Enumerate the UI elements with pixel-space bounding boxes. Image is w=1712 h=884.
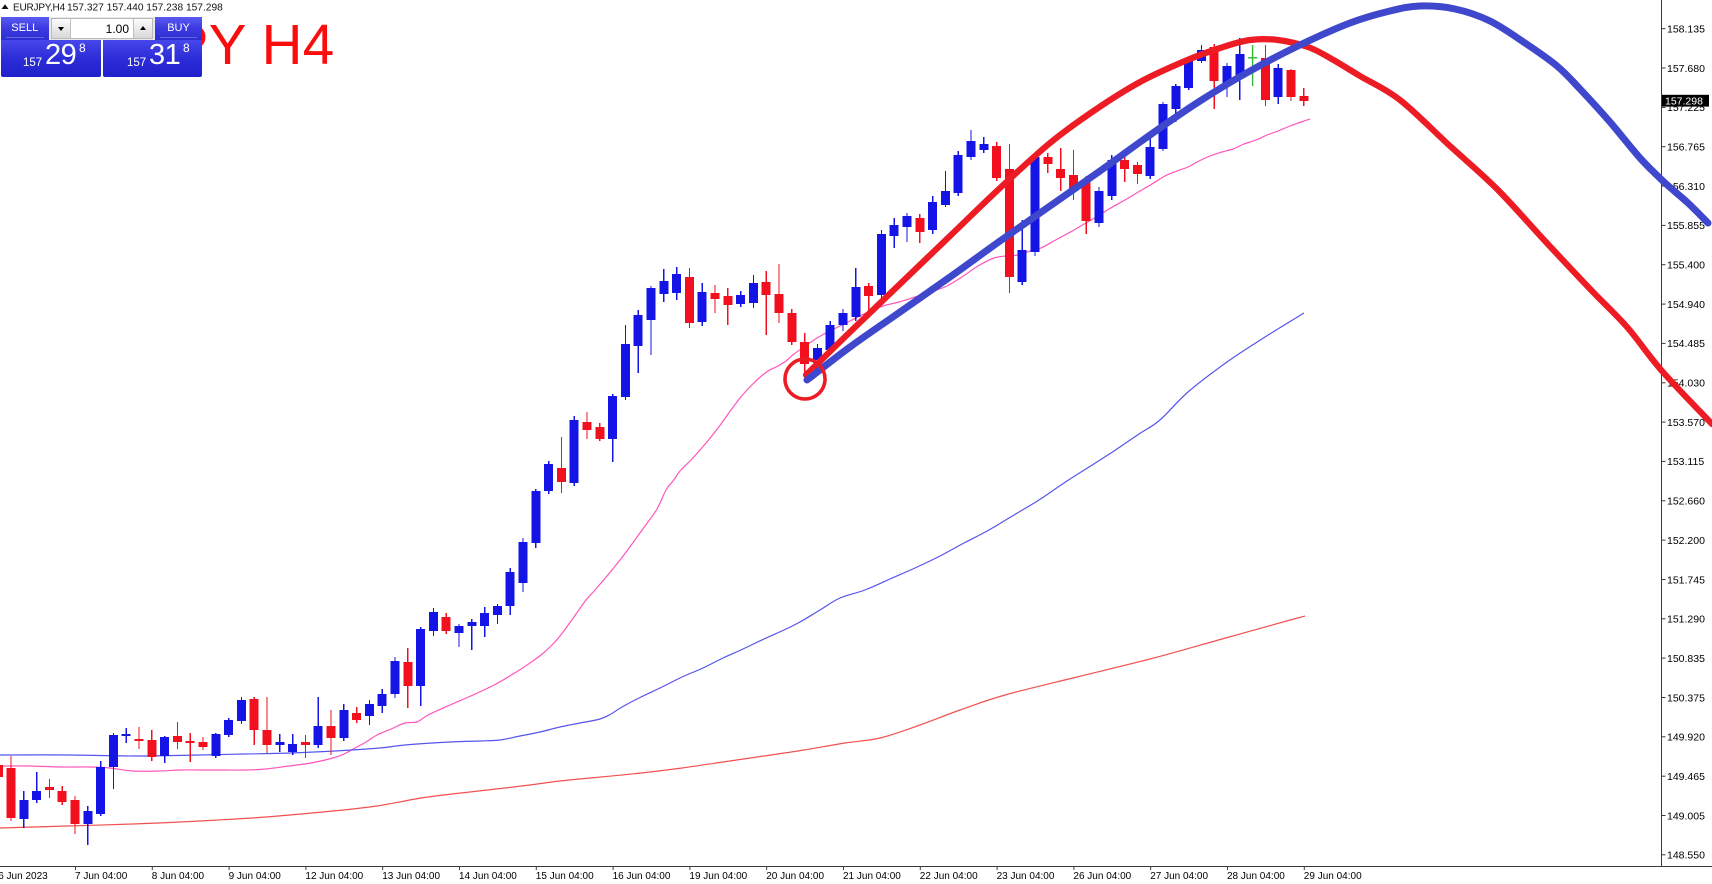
- svg-text:19 Jun 04:00: 19 Jun 04:00: [689, 871, 747, 882]
- svg-text:154.940: 154.940: [1667, 299, 1705, 311]
- svg-text:149.920: 149.920: [1667, 732, 1705, 744]
- svg-text:13 Jun 04:00: 13 Jun 04:00: [382, 871, 440, 882]
- svg-text:23 Jun 04:00: 23 Jun 04:00: [997, 871, 1055, 882]
- svg-text:149.005: 149.005: [1667, 810, 1705, 822]
- svg-text:27 Jun 04:00: 27 Jun 04:00: [1150, 871, 1208, 882]
- svg-text:29 Jun 04:00: 29 Jun 04:00: [1304, 871, 1362, 882]
- svg-text:152.660: 152.660: [1667, 496, 1705, 508]
- svg-text:151.745: 151.745: [1667, 574, 1705, 586]
- svg-text:158.135: 158.135: [1667, 24, 1705, 36]
- svg-text:151.290: 151.290: [1667, 614, 1705, 626]
- svg-text:14 Jun 04:00: 14 Jun 04:00: [459, 871, 517, 882]
- svg-text:21 Jun 04:00: 21 Jun 04:00: [843, 871, 901, 882]
- svg-text:155.400: 155.400: [1667, 260, 1705, 272]
- svg-text:8 Jun 04:00: 8 Jun 04:00: [152, 871, 205, 882]
- svg-text:157.680: 157.680: [1667, 63, 1705, 75]
- svg-text:22 Jun 04:00: 22 Jun 04:00: [920, 871, 978, 882]
- svg-text:28 Jun 04:00: 28 Jun 04:00: [1227, 871, 1285, 882]
- svg-text:150.835: 150.835: [1667, 653, 1705, 665]
- svg-text:26 Jun 04:00: 26 Jun 04:00: [1073, 871, 1131, 882]
- svg-text:EURJPY,H4: EURJPY,H4: [13, 3, 66, 14]
- svg-text:20 Jun 04:00: 20 Jun 04:00: [766, 871, 824, 882]
- svg-text:16 Jun 04:00: 16 Jun 04:00: [613, 871, 671, 882]
- svg-text:153.115: 153.115: [1667, 456, 1704, 468]
- svg-text:149.465: 149.465: [1667, 771, 1705, 783]
- svg-text:148.550: 148.550: [1667, 850, 1705, 862]
- svg-text:152.200: 152.200: [1667, 535, 1705, 547]
- svg-text:6 Jun 2023: 6 Jun 2023: [0, 871, 48, 882]
- svg-text:153.570: 153.570: [1667, 417, 1705, 429]
- svg-text:154.485: 154.485: [1667, 338, 1705, 350]
- svg-text:157.327 157.440 157.238 157.29: 157.327 157.440 157.238 157.298: [67, 3, 223, 14]
- svg-text:155.855: 155.855: [1667, 220, 1705, 232]
- svg-text:12 Jun 04:00: 12 Jun 04:00: [305, 871, 363, 882]
- svg-text:7 Jun 04:00: 7 Jun 04:00: [75, 871, 128, 882]
- svg-text:150.375: 150.375: [1667, 692, 1705, 704]
- svg-text:156.765: 156.765: [1667, 142, 1705, 154]
- svg-text:157.298: 157.298: [1665, 95, 1703, 107]
- svg-text:9 Jun 04:00: 9 Jun 04:00: [229, 871, 282, 882]
- svg-text:15 Jun 04:00: 15 Jun 04:00: [536, 871, 594, 882]
